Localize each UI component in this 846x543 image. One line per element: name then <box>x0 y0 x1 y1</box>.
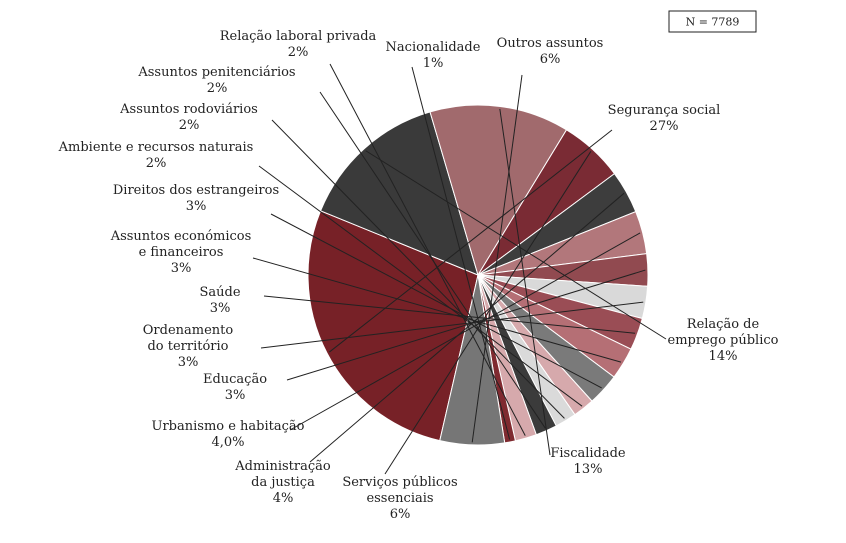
slice-name-text: e financeiros <box>139 245 224 260</box>
slice-value-text: 27% <box>650 119 679 134</box>
slice-name-text: Administração <box>234 459 331 474</box>
slice-name-text: Saúde <box>199 285 240 300</box>
leader-line-outros-assuntos <box>471 74 523 443</box>
slice-name-text: Assuntos penitenciários <box>137 65 295 80</box>
slice-value-text: 2% <box>288 45 309 60</box>
slice-name-text: Assuntos económicos <box>110 229 252 244</box>
leader-line-assuntos-rodoviarios <box>271 119 565 419</box>
slice-name-text: Assuntos rodoviários <box>119 102 258 117</box>
leader-line-servicos-publicos-essenciais <box>384 151 592 475</box>
slice-name-text: do território <box>147 339 228 354</box>
slice-value-text: 3% <box>210 301 231 316</box>
slice-name-text: essenciais <box>366 491 433 506</box>
pie-slice-relacao-de-emprego-publico <box>319 111 479 276</box>
slice-name-text: Serviços públicos <box>342 475 457 490</box>
slice-value-text: 6% <box>390 507 411 522</box>
leader-line-administracao-da-justica <box>309 192 625 463</box>
slice-value-text: 3% <box>171 261 192 276</box>
leader-line-ordenamento-do-territorio <box>260 301 644 349</box>
leader-line-direitos-dos-estrangeiros <box>270 213 602 389</box>
leader-line-saude <box>263 295 636 334</box>
slice-value-text: 13% <box>574 462 603 477</box>
slice-name-text: Relação de <box>687 317 760 332</box>
leader-line-urbanismo-e-habitacao <box>289 232 641 431</box>
slice-value-text: 2% <box>146 156 167 171</box>
slice-name-text: Direitos dos estrangeiros <box>113 183 279 198</box>
slice-name-text: Ordenamento <box>143 323 234 338</box>
slice-name-text: da justiça <box>251 475 315 490</box>
leader-line-relacao-de-emprego-publico <box>365 150 667 340</box>
slice-value-text: 3% <box>186 199 207 214</box>
sample-size-box: N = 7789 <box>668 10 757 33</box>
slice-name-text: Nacionalidade <box>386 40 481 55</box>
leader-line-ambiente-e-recursos-naturais <box>258 165 583 407</box>
leader-line-seguranca-social <box>329 129 613 353</box>
slice-value-text: 4% <box>273 491 294 506</box>
slice-value-text: 2% <box>179 118 200 133</box>
pie-slice-outros-assuntos <box>439 274 506 446</box>
slice-value-text: 3% <box>225 388 246 403</box>
slices-layer <box>307 104 649 446</box>
slice-name-text: Urbanismo e habitação <box>152 419 305 434</box>
leader-lines-layer <box>252 63 667 475</box>
sample-size-label: N = 7789 <box>686 16 740 29</box>
slice-name-text: Ambiente e recursos naturais <box>58 140 254 155</box>
slice-name-text: Segurança social <box>608 103 721 118</box>
leader-line-assuntos-economicos-e-financeiros <box>252 257 622 363</box>
slice-value-text: 14% <box>709 349 738 364</box>
slice-value-text: 4,0% <box>211 435 244 450</box>
leader-line-fiscalidade <box>499 108 551 456</box>
slice-name-text: Relação laboral privada <box>220 29 377 44</box>
pie-slice-fiscalidade <box>429 104 568 277</box>
slice-value-text: 1% <box>423 56 444 71</box>
leader-line-nacionalidade <box>411 66 511 440</box>
slice-value-text: 6% <box>540 52 561 67</box>
leader-line-educacao <box>286 269 646 381</box>
slice-name-text: Educação <box>203 372 267 387</box>
slice-name-text: emprego público <box>668 333 779 348</box>
slice-name-text: Outros assuntos <box>497 36 604 51</box>
slice-value-text: 2% <box>207 81 228 96</box>
slice-value-text: 3% <box>178 355 199 370</box>
slice-name-text: Fiscalidade <box>550 446 626 461</box>
